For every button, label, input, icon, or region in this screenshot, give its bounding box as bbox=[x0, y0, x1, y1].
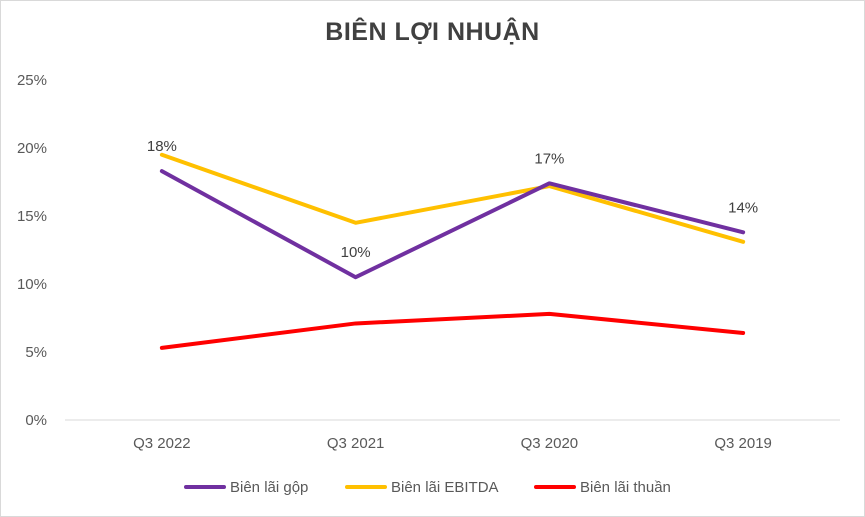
y-tick-label: 20% bbox=[17, 140, 47, 157]
legend-label: Biên lãi EBITDA bbox=[391, 479, 499, 496]
x-tick-label: Q3 2019 bbox=[714, 435, 772, 452]
y-tick-label: 5% bbox=[25, 344, 47, 361]
data-label: 14% bbox=[728, 199, 758, 216]
x-tick-label: Q3 2021 bbox=[327, 435, 385, 452]
series-line-3 bbox=[159, 311, 746, 350]
y-tick-label: 25% bbox=[17, 72, 47, 89]
y-tick-label: 15% bbox=[17, 208, 47, 225]
data-label: 10% bbox=[341, 244, 371, 261]
chart-title: BIÊN LỢI NHUẬN bbox=[325, 18, 540, 46]
legend: Biên lãi gộp Biên lãi EBITDA Biên lãi thuầ… bbox=[184, 479, 671, 496]
x-tick-label: Q3 2020 bbox=[521, 435, 579, 452]
data-label: 17% bbox=[534, 150, 564, 167]
data-labels: 18% 10% 17% 14% bbox=[147, 138, 758, 261]
x-tick-label: Q3 2022 bbox=[133, 435, 191, 452]
series-lines bbox=[159, 152, 746, 350]
y-tick-label: 0% bbox=[25, 412, 47, 429]
legend-label: Biên lãi gộp bbox=[230, 479, 308, 496]
series-line-1 bbox=[159, 169, 746, 280]
x-axis-ticks: Q3 2022 Q3 2021 Q3 2020 Q3 2019 bbox=[133, 435, 772, 452]
y-tick-label: 10% bbox=[17, 276, 47, 293]
legend-label: Biên lãi thuần bbox=[580, 479, 671, 496]
y-axis-ticks: 0% 5% 10% 15% 20% 25% bbox=[17, 72, 47, 429]
series-line-2 bbox=[159, 152, 746, 244]
data-label: 18% bbox=[147, 138, 177, 155]
